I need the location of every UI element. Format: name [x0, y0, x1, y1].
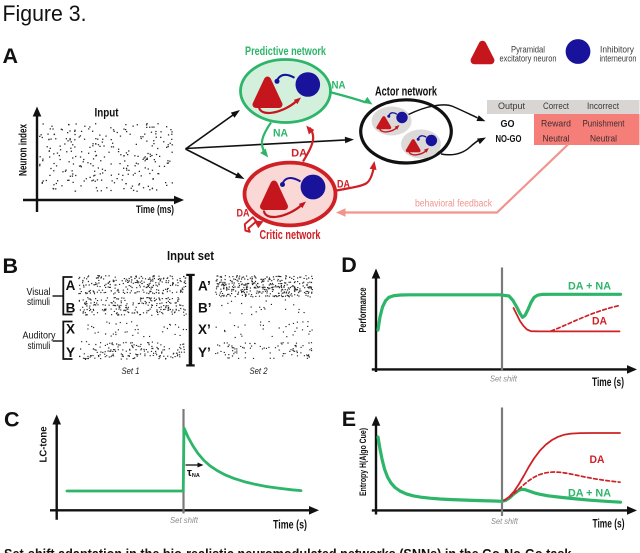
svg-text:B: B	[3, 254, 19, 278]
svg-text:excitatory neuron: excitatory neuron	[500, 54, 557, 65]
svg-text:DA: DA	[592, 316, 607, 328]
svg-text:Reward: Reward	[541, 119, 571, 130]
svg-text:Set shift: Set shift	[490, 374, 518, 384]
svg-text:τNA: τNA	[187, 467, 200, 479]
svg-text:Time (s): Time (s)	[592, 377, 624, 389]
svg-text:Critic network: Critic network	[260, 228, 321, 242]
svg-text:NA: NA	[273, 128, 288, 140]
svg-text:B: B	[66, 301, 76, 316]
svg-text:DA: DA	[337, 179, 350, 191]
svg-text:Actor network: Actor network	[375, 85, 437, 99]
svg-text:Punishment: Punishment	[583, 119, 625, 130]
svg-text:Y: Y	[66, 345, 75, 360]
svg-text:B’: B’	[198, 301, 212, 316]
svg-text:D: D	[341, 253, 357, 277]
svg-text:stimuli: stimuli	[27, 296, 50, 308]
svg-text:Output: Output	[498, 101, 525, 112]
svg-text:NA: NA	[332, 80, 346, 92]
svg-text:DA: DA	[590, 454, 605, 466]
svg-text:Correct: Correct	[543, 101, 569, 112]
svg-text:A: A	[66, 278, 76, 293]
svg-text:Set 1: Set 1	[122, 366, 140, 376]
svg-text:C: C	[4, 408, 20, 432]
svg-text:Time (ms): Time (ms)	[136, 204, 174, 216]
svg-text:A’: A’	[198, 279, 211, 294]
svg-text:DA + NA: DA + NA	[568, 488, 611, 500]
svg-text:Neutral: Neutral	[543, 134, 570, 145]
svg-text:Performance: Performance	[358, 287, 369, 332]
svg-text:A: A	[3, 44, 19, 68]
svg-text:Pyramidal: Pyramidal	[511, 44, 545, 55]
svg-text:Time (s): Time (s)	[593, 519, 625, 531]
svg-text:interneuron: interneuron	[600, 54, 637, 65]
svg-text:stimuli: stimuli	[28, 340, 51, 352]
svg-text:Entropy H(A|go Cue): Entropy H(A|go Cue)	[358, 428, 368, 496]
svg-text:DA: DA	[237, 208, 250, 220]
svg-text:Y’: Y’	[198, 345, 211, 360]
svg-text:Predictive network: Predictive network	[245, 44, 326, 58]
svg-text:X’: X’	[198, 322, 211, 337]
svg-text:Set shift: Set shift	[491, 516, 519, 526]
svg-text:Input set: Input set	[167, 248, 215, 263]
svg-text:NO-GO: NO-GO	[496, 134, 522, 145]
svg-text:Auditory: Auditory	[23, 330, 57, 342]
svg-text:behavioral feedback: behavioral feedback	[415, 199, 493, 210]
svg-text:Incorrect: Incorrect	[587, 101, 619, 112]
svg-text:GO: GO	[501, 119, 515, 130]
svg-text:DA + NA: DA + NA	[568, 281, 611, 293]
svg-text:E: E	[342, 407, 356, 431]
svg-text:Visual: Visual	[27, 286, 51, 298]
svg-text:Neutral: Neutral	[590, 134, 617, 145]
svg-text:Set 2: Set 2	[250, 366, 268, 376]
svg-text:Time (s): Time (s)	[273, 519, 307, 531]
svg-text:Figure 3.: Figure 3.	[3, 1, 87, 26]
svg-text:Input: Input	[95, 108, 119, 120]
svg-text:Neuron index: Neuron index	[18, 123, 30, 176]
svg-text:DA: DA	[291, 148, 307, 160]
svg-text:LC-tone: LC-tone	[39, 426, 50, 462]
svg-text:Set-shift adaptation in the bi: Set-shift adaptation in the bio-realisti…	[4, 546, 575, 553]
svg-text:X: X	[66, 322, 75, 337]
svg-text:Set shift: Set shift	[170, 515, 199, 525]
svg-text:Inhibitory: Inhibitory	[600, 44, 634, 55]
